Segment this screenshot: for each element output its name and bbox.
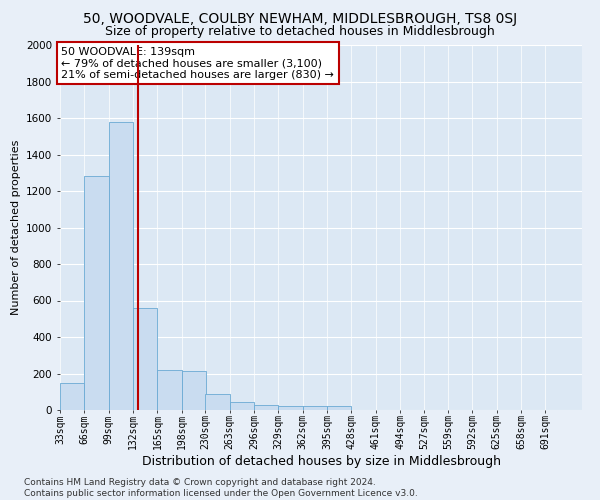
Text: 50 WOODVALE: 139sqm
← 79% of detached houses are smaller (3,100)
21% of semi-det: 50 WOODVALE: 139sqm ← 79% of detached ho… <box>61 47 334 80</box>
Bar <box>278 406 303 410</box>
Bar <box>303 406 327 410</box>
Bar <box>182 371 206 410</box>
Bar <box>133 308 157 410</box>
Text: 50, WOODVALE, COULBY NEWHAM, MIDDLESBROUGH, TS8 0SJ: 50, WOODVALE, COULBY NEWHAM, MIDDLESBROU… <box>83 12 517 26</box>
Text: Size of property relative to detached houses in Middlesbrough: Size of property relative to detached ho… <box>105 25 495 38</box>
Bar <box>254 406 278 410</box>
Bar <box>85 176 109 410</box>
Bar <box>157 370 182 410</box>
Bar <box>230 402 254 410</box>
Bar <box>109 122 133 410</box>
Bar <box>327 406 352 410</box>
X-axis label: Distribution of detached houses by size in Middlesbrough: Distribution of detached houses by size … <box>142 455 500 468</box>
Y-axis label: Number of detached properties: Number of detached properties <box>11 140 20 315</box>
Text: Contains HM Land Registry data © Crown copyright and database right 2024.
Contai: Contains HM Land Registry data © Crown c… <box>24 478 418 498</box>
Bar <box>205 394 230 410</box>
Bar <box>60 382 85 410</box>
